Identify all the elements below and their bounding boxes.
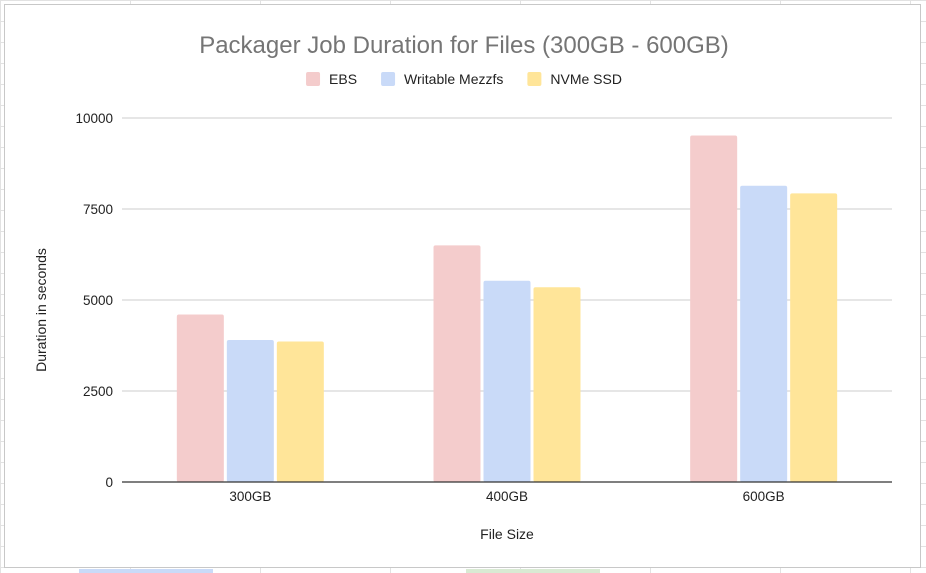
bar-nvme-ssd-300gb [276,341,324,482]
x-tick-label: 400GB [486,489,528,504]
y-tick-label: 10000 [75,111,113,126]
y-axis-ticks: 0 2500 5000 7500 10000 [75,111,113,490]
x-axis-ticks: 300GB 400GB 600GB [229,489,784,504]
legend: EBS Writable Mezzfs NVMe SSD [306,71,622,87]
bar-ebs-600gb [690,135,738,483]
legend-label: EBS [329,71,357,87]
chart-title: Packager Job Duration for Files (300GB -… [199,32,729,59]
legend-label: NVMe SSD [550,71,622,87]
y-axis-title: Duration in seconds [33,248,49,372]
x-tick-label: 600GB [743,489,785,504]
bar-nvme-ssd-600gb [790,193,838,482]
bars [176,135,838,483]
y-tick-label: 0 [105,475,113,490]
legend-label: Writable Mezzfs [404,71,503,87]
x-tick-label: 300GB [229,489,271,504]
legend-swatch [306,72,321,86]
bar-writable-mezzfs-600gb [740,185,788,483]
bar-ebs-300gb [176,314,224,482]
bar-ebs-400gb [433,245,481,482]
bar-writable-mezzfs-300gb [226,340,274,482]
legend-item-writable-mezzfs[interactable]: Writable Mezzfs [381,71,503,87]
x-axis-title: File Size [480,526,534,542]
y-tick-label: 5000 [83,293,113,308]
legend-item-nvme-ssd[interactable]: NVMe SSD [527,71,622,87]
bar-nvme-ssd-400gb [533,287,581,482]
sheet-cell-highlight-blue [79,569,213,573]
legend-item-ebs[interactable]: EBS [306,71,357,87]
legend-swatch [527,72,542,86]
sheet-cell-highlight-green [466,569,600,573]
legend-swatch [381,72,396,86]
y-tick-label: 2500 [83,384,113,399]
y-tick-label: 7500 [83,202,113,217]
bar-writable-mezzfs-400gb [483,280,531,482]
